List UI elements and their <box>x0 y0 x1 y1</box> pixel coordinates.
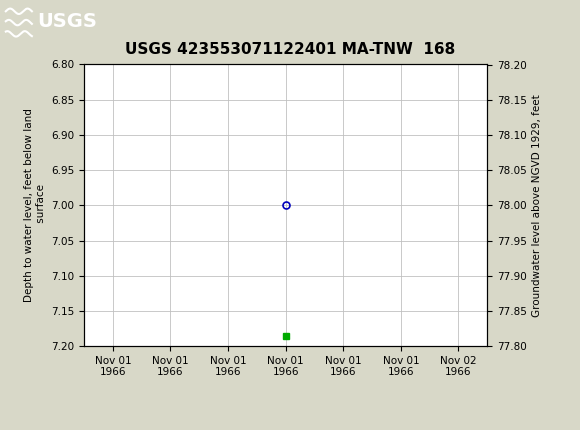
Legend: Period of approved data: Period of approved data <box>193 425 378 430</box>
Y-axis label: Groundwater level above NGVD 1929, feet: Groundwater level above NGVD 1929, feet <box>532 94 542 317</box>
Text: USGS: USGS <box>38 12 97 31</box>
Text: USGS 423553071122401 MA-TNW  168: USGS 423553071122401 MA-TNW 168 <box>125 42 455 57</box>
Y-axis label: Depth to water level, feet below land
 surface: Depth to water level, feet below land su… <box>24 108 46 302</box>
